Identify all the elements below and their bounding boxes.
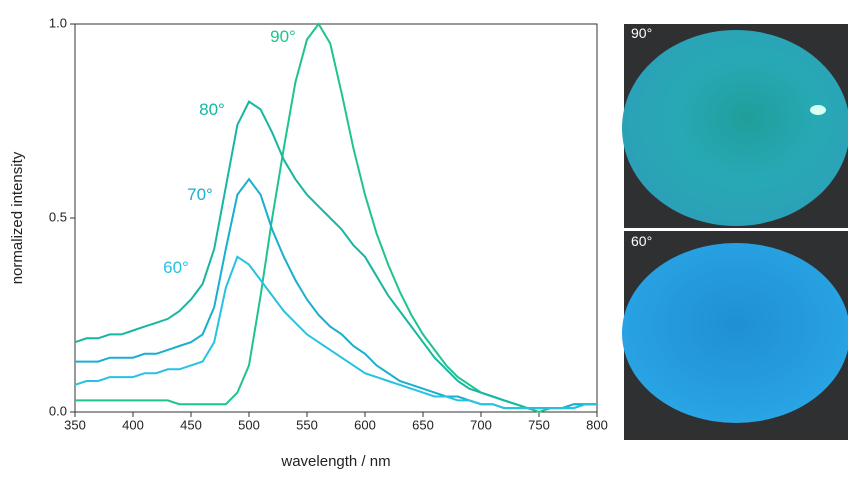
- photo-label: 60°: [631, 233, 652, 249]
- series-annotation: 60°: [163, 258, 189, 277]
- x-tick-label: 350: [64, 417, 86, 432]
- series-line: [74, 255, 597, 410]
- photo-90: 90°: [622, 24, 848, 228]
- y-tick-label: 0.5: [49, 209, 67, 224]
- series-annotation: 70°: [187, 185, 213, 204]
- x-tick-label: 750: [528, 417, 550, 432]
- x-tick-label: 500: [238, 417, 260, 432]
- x-tick-label: 450: [180, 417, 202, 432]
- x-axis-label: wavelength / nm: [280, 453, 390, 470]
- x-tick-label: 700: [470, 417, 492, 432]
- glare: [810, 105, 826, 115]
- photo-60: 60°: [622, 231, 848, 440]
- x-tick-label: 600: [354, 417, 376, 432]
- sample-disc: [622, 30, 848, 226]
- x-tick-label: 800: [586, 417, 608, 432]
- sample-disc: [622, 243, 848, 423]
- y-axis-label: normalized intensity: [9, 151, 26, 284]
- series-annotation: 90°: [270, 27, 296, 46]
- y-tick-label: 1.0: [49, 15, 67, 30]
- x-tick-label: 550: [296, 417, 318, 432]
- x-tick-label: 650: [412, 417, 434, 432]
- y-tick-label: 0.0: [49, 403, 67, 418]
- photo-label: 90°: [631, 25, 652, 41]
- x-tick-label: 400: [122, 417, 144, 432]
- series-annotation: 80°: [199, 100, 225, 119]
- series-line: [74, 100, 597, 410]
- plot: 350 400 450 500 550 600 650 700 750 800 0.0 0.5 1.0 9…: [49, 15, 608, 432]
